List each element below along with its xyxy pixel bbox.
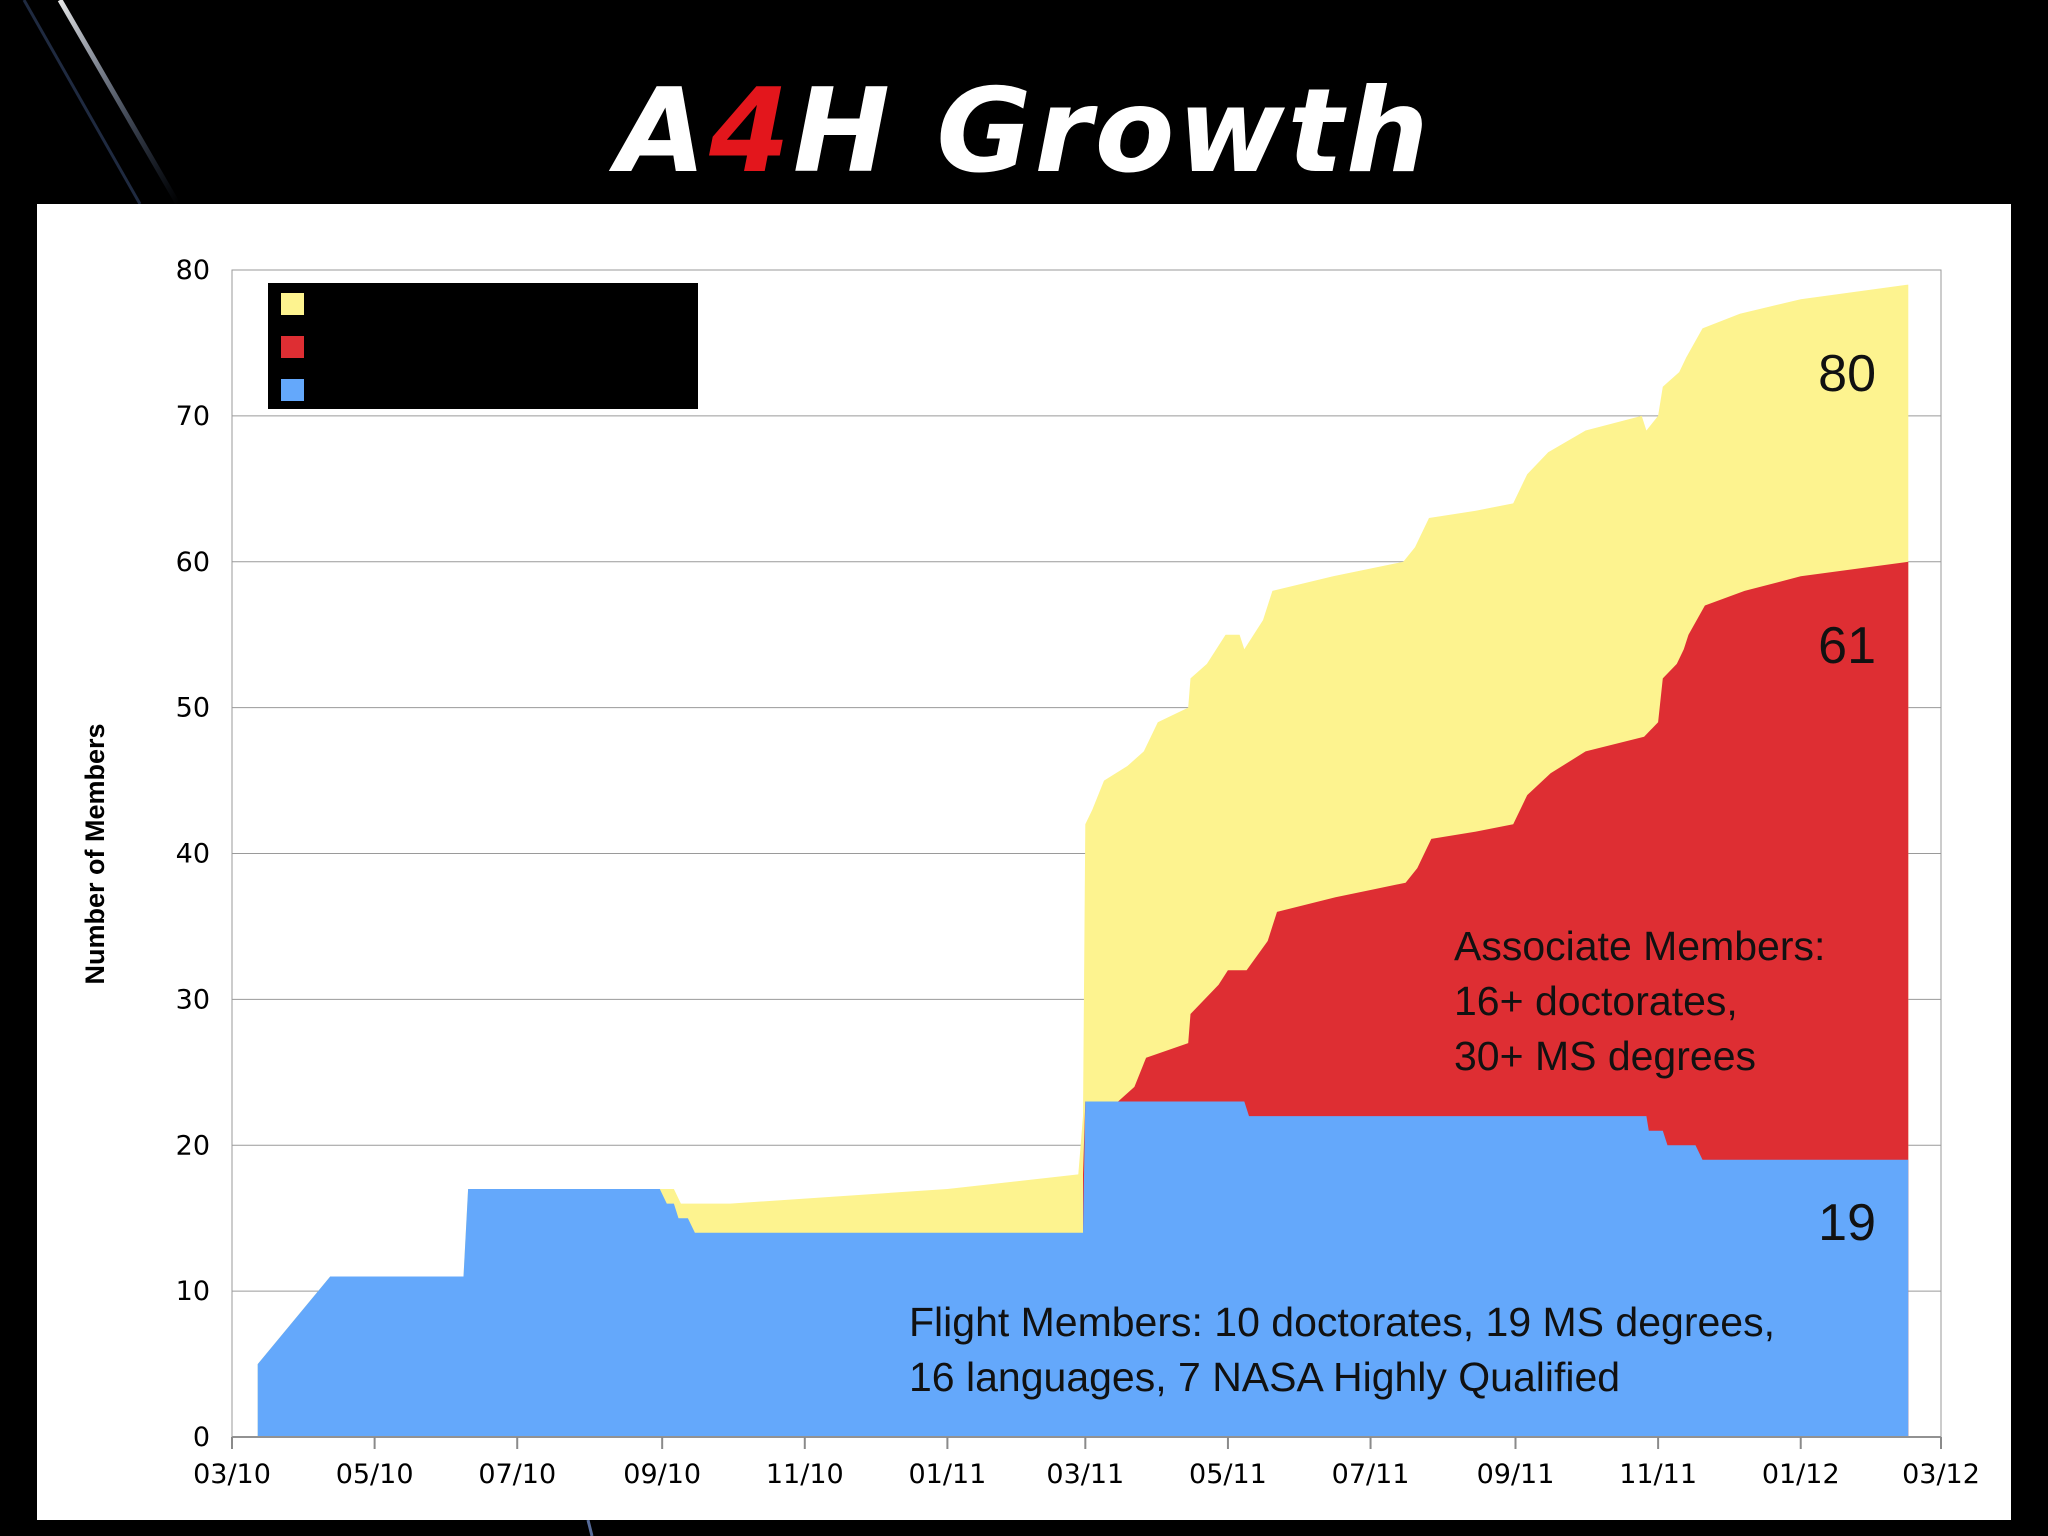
- x-tick-label: 07/10: [478, 1459, 556, 1490]
- legend-box: [268, 283, 698, 409]
- x-tick-label: 11/11: [1619, 1459, 1697, 1490]
- associate-count-label: 61: [1818, 617, 1876, 675]
- x-tick-label: 01/12: [1762, 1459, 1840, 1490]
- y-tick-label: 80: [176, 255, 210, 286]
- x-tick-label: 05/11: [1189, 1459, 1267, 1490]
- legend-swatch-1: [281, 293, 304, 315]
- associate-members-note-line2: 16+ doctorates,: [1454, 978, 1738, 1024]
- associate-members-note-line3: 30+ MS degrees: [1454, 1033, 1756, 1079]
- x-tick-label: 03/11: [1046, 1459, 1124, 1490]
- x-tick-label: 03/10: [193, 1459, 271, 1490]
- flight-members-note-line1: Flight Members: 10 doctorates, 19 MS deg…: [909, 1299, 1775, 1345]
- y-tick-label: 50: [176, 693, 210, 724]
- x-tick-label: 01/11: [908, 1459, 986, 1490]
- flight-members-note-line2: 16 languages, 7 NASA Highly Qualified: [909, 1354, 1620, 1400]
- x-tick-label: 07/11: [1332, 1459, 1410, 1490]
- plot-area-border: [231, 269, 1942, 1438]
- title-part-h-growth: H Growth: [792, 64, 1432, 199]
- x-tick-label: 05/10: [336, 1459, 414, 1490]
- slide-title: A4H Growth: [0, 62, 2048, 201]
- y-tick-label: 40: [176, 839, 210, 870]
- y-tick-label: 60: [176, 547, 210, 578]
- y-tick-label: 20: [176, 1130, 210, 1161]
- total-count-label: 80: [1818, 345, 1876, 403]
- x-tick-label: 09/11: [1477, 1459, 1555, 1490]
- legend-swatch-3: [281, 379, 304, 401]
- area-series-3: [257, 1101, 1909, 1437]
- flight-count-label: 19: [1818, 1194, 1876, 1252]
- y-tick-label: 30: [176, 984, 210, 1015]
- y-tick-label: 0: [193, 1422, 210, 1453]
- title-part-a: A: [616, 64, 710, 199]
- legend-swatch-2: [281, 336, 304, 358]
- membership-growth-chart: 0 10 20 30 40 50 60 70 80 03/10 05/10 07/10 09/10 11/…: [80, 255, 1980, 1490]
- x-tick-label: 03/12: [1902, 1459, 1980, 1490]
- y-tick-label: 10: [176, 1276, 210, 1307]
- chart-panel: 0 10 20 30 40 50 60 70 80 03/10 05/10 07/10 09/10 11/…: [37, 204, 2011, 1520]
- y-tick-label: 70: [176, 401, 210, 432]
- title-accent-digit: 4: [709, 64, 793, 199]
- y-axis-title: Number of Members: [80, 723, 110, 984]
- associate-members-note-line1: Associate Members:: [1454, 923, 1825, 969]
- x-tick-label: 11/10: [766, 1459, 844, 1490]
- x-tick-label: 09/10: [623, 1459, 701, 1490]
